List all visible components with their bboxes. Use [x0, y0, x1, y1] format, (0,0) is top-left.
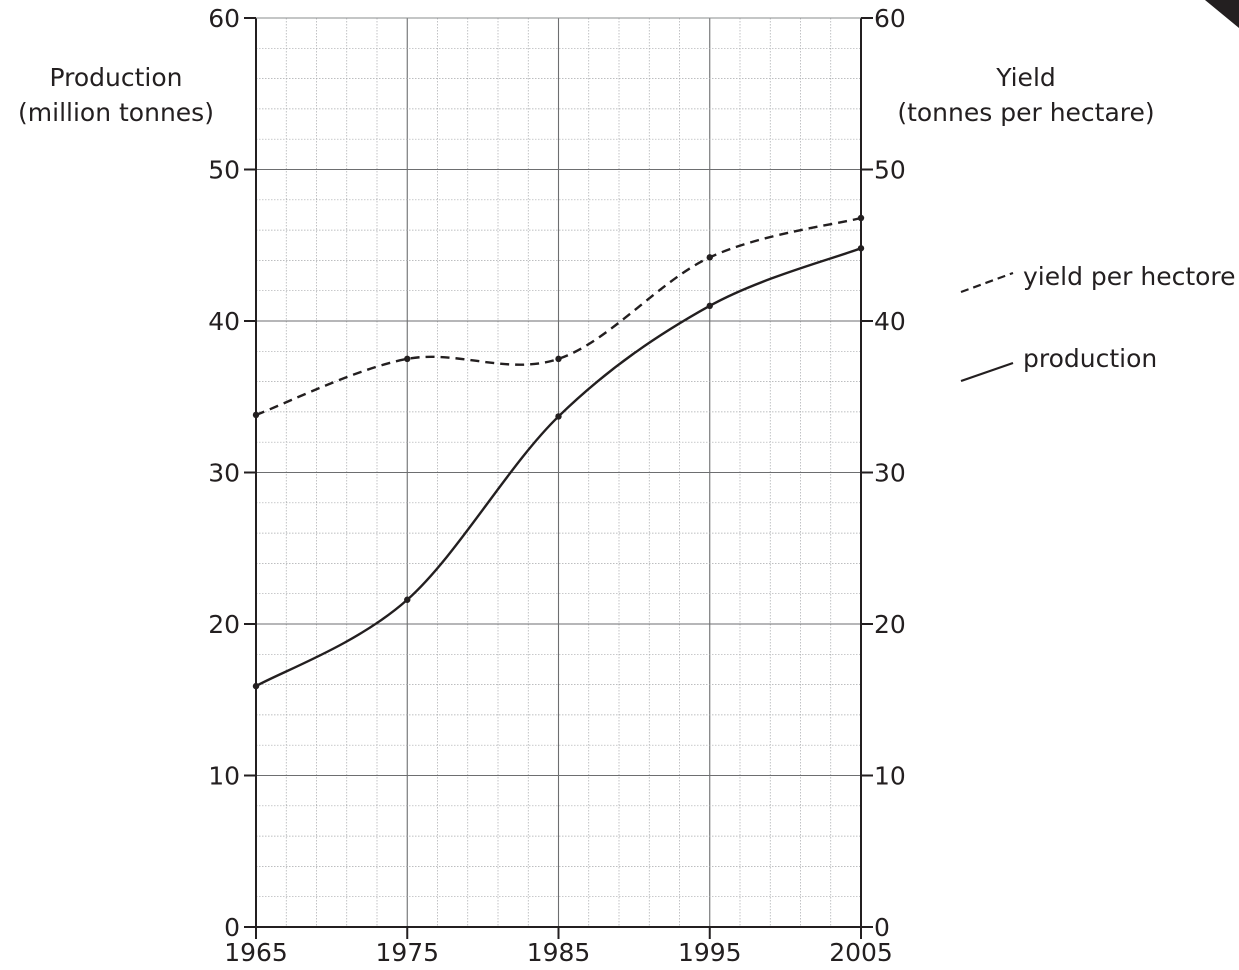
data-point-yield: [857, 214, 865, 222]
legend-label-yield: yield per hectore: [1023, 262, 1236, 291]
x-axis-tick-label: 1995: [678, 938, 742, 967]
data-point-yield: [706, 254, 713, 261]
left-axis-title-line2: (million tonnes): [18, 98, 214, 127]
axes: 0 10 20 30 40 50 60 0 10 20 30 40 50 60 1965 1975 1985 19…: [208, 4, 906, 967]
right-axis-tick-label: 20: [874, 610, 906, 639]
left-axis-title-line1: Production: [49, 63, 182, 92]
x-axis-tick-label: 1975: [375, 938, 439, 967]
legend: yield per hectore production: [960, 262, 1236, 383]
left-axis-tick-label: 30: [208, 459, 240, 488]
data-point-yield: [252, 411, 260, 419]
right-axis-tick-label: 30: [874, 459, 906, 488]
legend-label-production: production: [1023, 344, 1157, 373]
data-point-production: [404, 596, 411, 603]
data-point-production: [857, 245, 865, 252]
grid: [256, 18, 861, 927]
series-line-production: [255, 247, 862, 688]
left-axis-tick-label: 40: [208, 307, 240, 336]
right-axis-tick-label: 50: [874, 156, 906, 185]
data-point-production: [555, 413, 562, 420]
right-axis-tick-label: 10: [874, 762, 906, 791]
right-axis-title-line2: (tonnes per hectare): [897, 98, 1154, 127]
x-axis-tick-label: 2005: [829, 938, 893, 967]
left-axis-tick-label: 50: [208, 156, 240, 185]
x-axis-tick-label: 1965: [224, 938, 288, 967]
x-axis-tick-label: 1985: [527, 938, 591, 967]
left-axis-tick-label: 0: [224, 913, 240, 942]
right-axis-tick-label: 40: [874, 307, 906, 336]
left-axis-tick-label: 20: [208, 610, 240, 639]
data-point-production: [252, 682, 260, 690]
left-axis-tick-label: 60: [208, 4, 240, 33]
legend-swatch-yield: [960, 271, 1014, 294]
left-axis-tick-label: 10: [208, 762, 240, 791]
corner-mark: [1205, 0, 1239, 28]
right-axis-tick-label: 0: [874, 913, 890, 942]
data-point-yield: [404, 355, 411, 363]
right-axis-tick-label: 60: [874, 4, 906, 33]
legend-swatch-production: [960, 361, 1014, 383]
right-axis-title-line1: Yield: [995, 63, 1056, 92]
data-point-production: [706, 302, 713, 310]
data-point-yield: [555, 355, 562, 363]
series: [252, 214, 865, 690]
series-line-yield: [255, 216, 862, 417]
